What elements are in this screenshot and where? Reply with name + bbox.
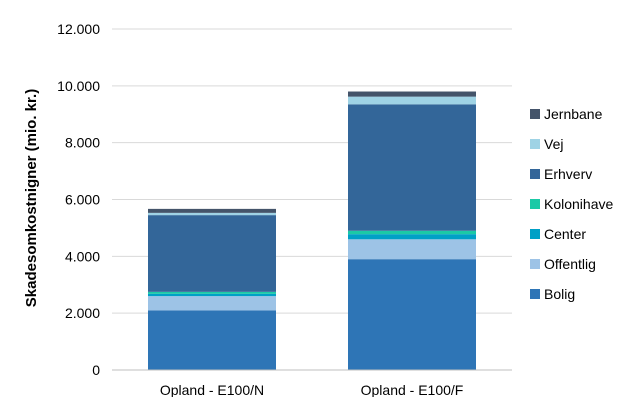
bar-segment-jernbane	[348, 91, 476, 97]
legend-item: Bolig	[530, 286, 575, 302]
y-tick-label: 12.000	[57, 21, 100, 37]
y-tick-labels: 0 2.000 4.000 6.000 8.000 10.000 12.000	[57, 21, 100, 378]
legend-item: Center	[530, 226, 586, 242]
legend-item: Jernbane	[530, 106, 603, 122]
y-tick-label: 10.000	[57, 78, 100, 94]
bar-stack	[348, 91, 476, 370]
legend-swatch	[530, 199, 540, 209]
y-tick-label: 8.000	[65, 135, 100, 151]
bar-segment-kolonihave	[148, 291, 276, 294]
legend-label: Erhverv	[544, 166, 592, 182]
x-tick-label: Opland - E100/N	[160, 382, 264, 397]
legend-swatch	[530, 109, 540, 119]
legend-item: Kolonihave	[530, 196, 613, 212]
x-tick-labels: Opland - E100/N Opland - E100/F	[160, 382, 464, 397]
bar-segment-vej	[148, 212, 276, 216]
bar-segment-center	[348, 234, 476, 240]
bar-segment-offentlig	[148, 296, 276, 311]
y-tick-label: 6.000	[65, 192, 100, 208]
legend-label: Bolig	[544, 286, 575, 302]
legend-label: Kolonihave	[544, 196, 613, 212]
legend-label: Jernbane	[544, 106, 603, 122]
legend-label: Vej	[544, 136, 563, 152]
bar-segment-erhverv	[348, 104, 476, 231]
legend-item: Erhverv	[530, 166, 592, 182]
bar-segment-center	[148, 293, 276, 297]
legend-swatch	[530, 229, 540, 239]
legend-swatch	[530, 139, 540, 149]
bar-stack	[148, 208, 276, 370]
bar-segment-vej	[348, 96, 476, 105]
legend-swatch	[530, 289, 540, 299]
legend-swatch	[530, 259, 540, 269]
legend: Jernbane Vej Erhverv Kolonihave Center Offent…	[530, 106, 613, 302]
bars	[148, 91, 476, 370]
bar-segment-bolig	[348, 259, 476, 370]
legend-label: Center	[544, 226, 586, 242]
bar-segment-bolig	[148, 310, 276, 370]
legend-label: Offentlig	[544, 256, 596, 272]
legend-item: Offentlig	[530, 256, 596, 272]
bar-segment-kolonihave	[348, 230, 476, 235]
bar-segment-offentlig	[348, 239, 476, 260]
y-tick-label: 0	[92, 362, 100, 378]
bar-segment-erhverv	[148, 215, 276, 292]
y-tick-label: 2.000	[65, 305, 100, 321]
legend-swatch	[530, 169, 540, 179]
y-tick-label: 4.000	[65, 248, 100, 264]
bar-segment-jernbane	[148, 208, 276, 213]
x-tick-label: Opland - E100/F	[361, 382, 464, 397]
legend-item: Vej	[530, 136, 563, 152]
y-axis-title: Skadesomkostnigner (mio. kr.)	[23, 89, 40, 307]
